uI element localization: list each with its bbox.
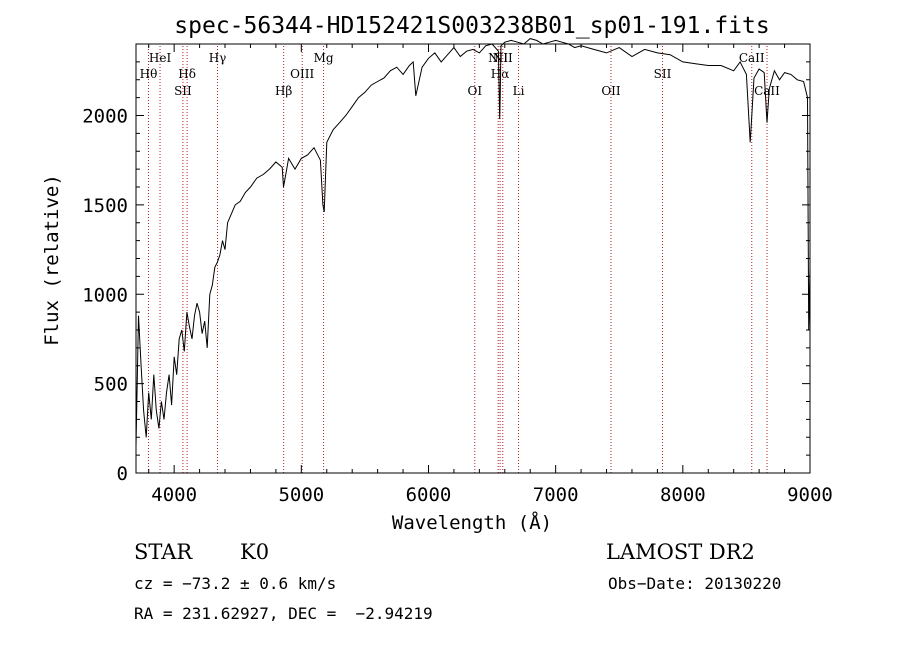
x-tick-label: 5000 <box>278 484 324 506</box>
line-marker-label: CaII <box>754 84 780 98</box>
line-marker-label: NII <box>493 51 513 65</box>
redshift-value: cz = −73.2 ± 0.6 km/s <box>134 574 337 593</box>
object-class: STAR <box>134 540 193 564</box>
y-axis-label: Flux (relative) <box>41 174 63 346</box>
plot-frame <box>135 43 811 474</box>
x-tick-label: 7000 <box>533 484 579 506</box>
y-tick-label: 2000 <box>82 106 128 128</box>
x-tick-label: 8000 <box>660 484 706 506</box>
flux-series-line <box>135 38 811 447</box>
line-marker-label: Hδ <box>178 67 196 81</box>
survey-name: LAMOST DR2 <box>606 540 755 564</box>
object-subclass: K0 <box>240 540 270 564</box>
x-tick-label: 6000 <box>406 484 452 506</box>
line-marker-label: HeI <box>149 51 172 65</box>
line-marker-label: CaII <box>739 51 765 65</box>
line-marker-label: SII <box>654 67 672 81</box>
chart-title: spec-56344-HD152421S003238B01_sp01-191.f… <box>174 13 769 39</box>
y-tick-label: 500 <box>94 374 128 396</box>
y-axis-ticks: 0 500 1000 1500 2000 <box>82 61 810 485</box>
line-marker-label: Hθ <box>140 67 158 81</box>
x-axis-ticks: 4000 5000 6000 7000 8000 9000 <box>148 44 833 506</box>
y-tick-label: 1500 <box>82 195 128 217</box>
y-tick-label: 0 <box>117 463 128 485</box>
coordinates: RA = 231.62927, DEC = −2.94219 <box>134 604 433 623</box>
x-tick-label: 9000 <box>787 484 833 506</box>
line-marker-label: Hγ <box>209 51 227 65</box>
line-marker-label: OI <box>467 84 482 98</box>
line-marker-label: OII <box>601 84 621 98</box>
x-tick-label: 4000 <box>151 484 197 506</box>
line-marker-label: OIII <box>290 67 314 81</box>
line-marker-label: SII <box>174 84 192 98</box>
line-marker-label: Mg <box>314 51 334 65</box>
y-tick-label: 1000 <box>82 284 128 306</box>
observation-date: Obs−Date: 20130220 <box>608 574 782 593</box>
x-axis-label: Wavelength (Å) <box>392 511 552 534</box>
line-marker-label: Hβ <box>275 84 292 98</box>
line-marker-label: Li <box>513 84 525 98</box>
